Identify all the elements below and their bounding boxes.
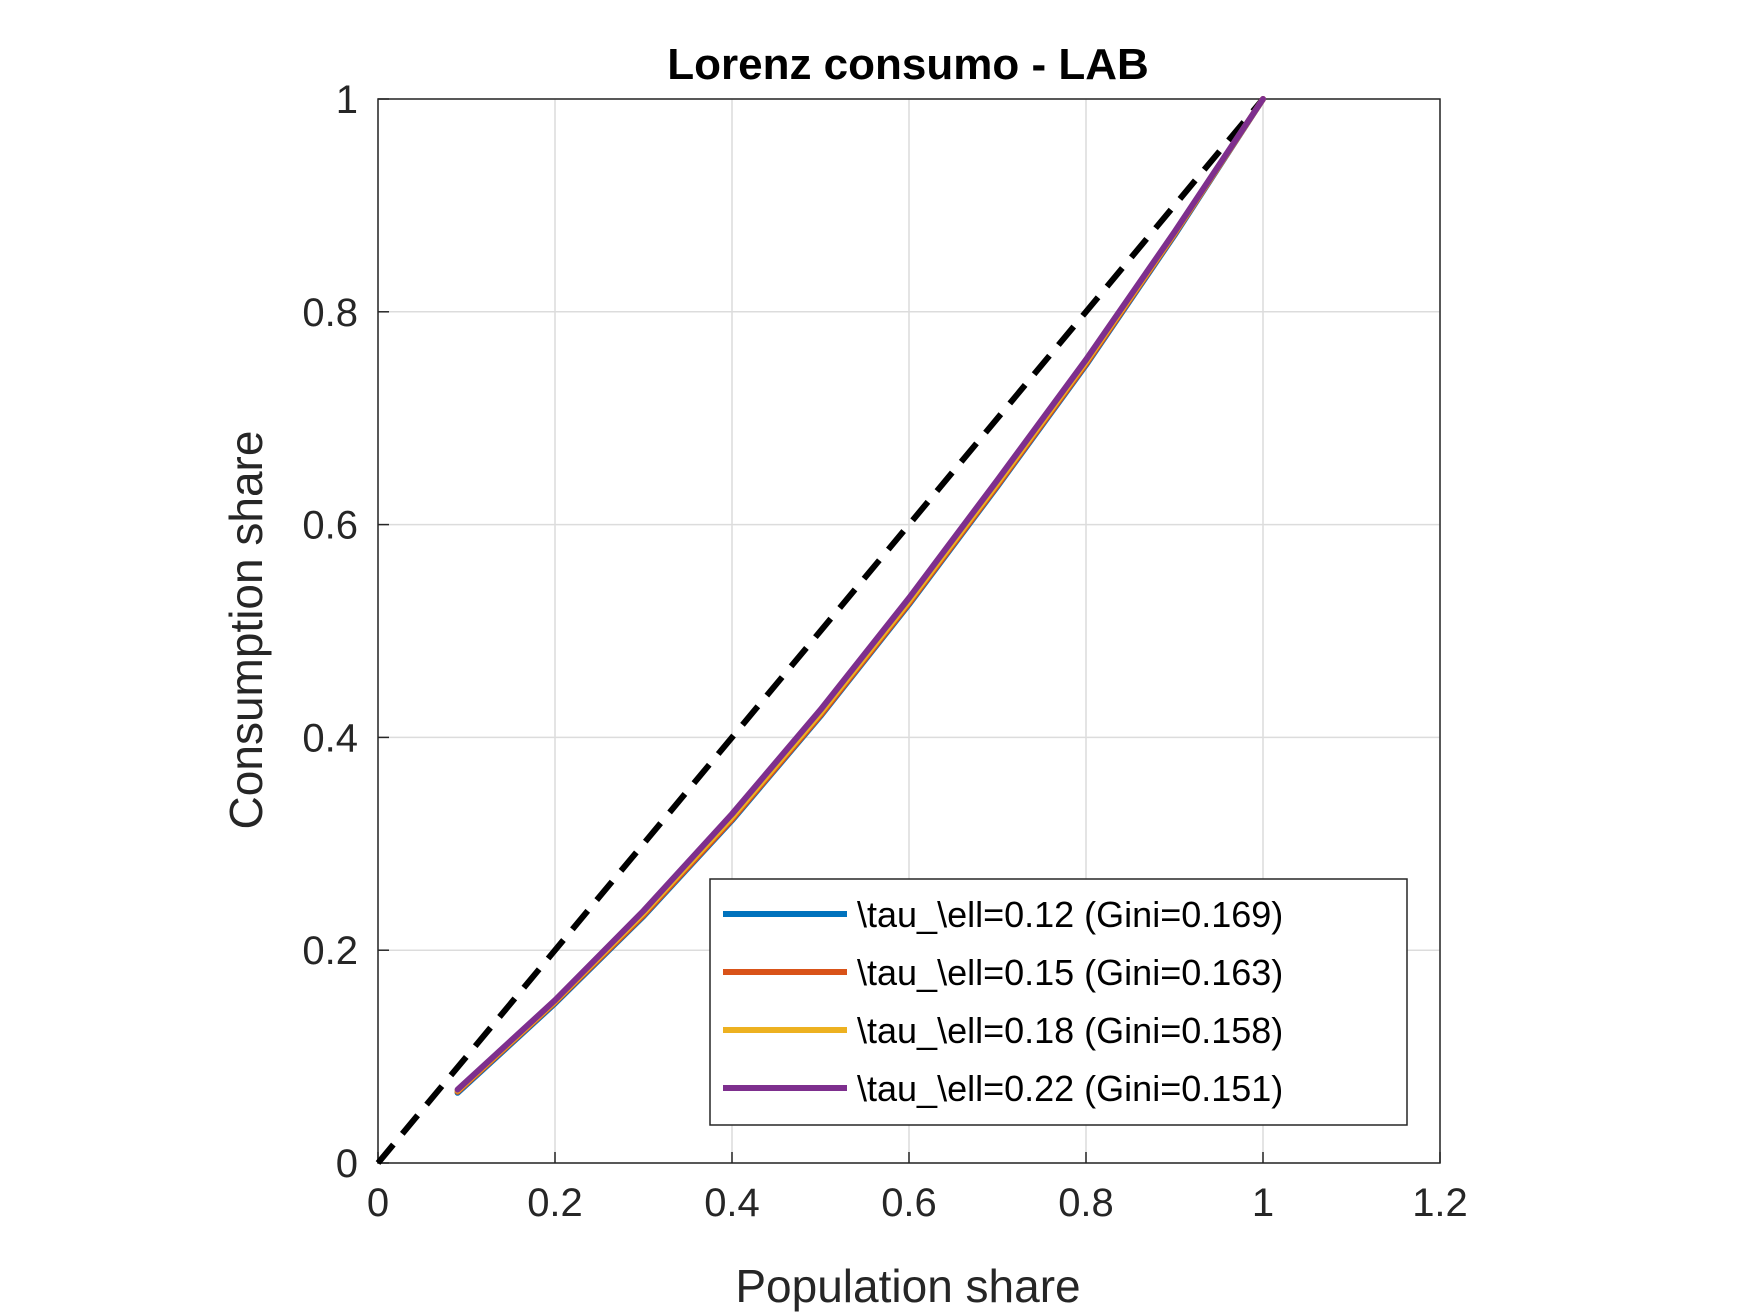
x-tick-label: 0.2 (527, 1181, 583, 1225)
y-tick-label: 0 (336, 1142, 358, 1186)
x-tick-label: 1 (1252, 1181, 1274, 1225)
x-axis-label: Population share (735, 1260, 1080, 1312)
legend-label: \tau_\ell=0.22 (Gini=0.151) (857, 1068, 1283, 1109)
y-tick-label: 1 (336, 78, 358, 122)
legend-box (709, 878, 1408, 1126)
x-tick-label: 0 (367, 1181, 389, 1225)
y-tick-label: 0.4 (302, 716, 358, 760)
x-tick-label: 0.4 (704, 1181, 760, 1225)
x-tick-label: 0.8 (1058, 1181, 1114, 1225)
plot-lines (375, 96, 1266, 1165)
y-tick-label: 0.2 (302, 929, 358, 973)
equality-line (375, 97, 1266, 1165)
y-tick-label: 0.8 (302, 291, 358, 335)
y-tick-label: 0.6 (302, 504, 358, 548)
y-axis-label: Consumption share (220, 431, 272, 830)
series-line-4 (454, 96, 1266, 1093)
legend: \tau_\ell=0.12 (Gini=0.169) \tau_\ell=0.1… (709, 878, 1408, 1126)
x-tick-label: 0.6 (881, 1181, 937, 1225)
legend-label: \tau_\ell=0.12 (Gini=0.169) (857, 894, 1283, 935)
legend-label: \tau_\ell=0.15 (Gini=0.163) (857, 952, 1283, 993)
axis-ticks: 0 0.2 0.4 0.6 0.8 1 1.2 0 0.2 0.4 0.6 0.8 1 (302, 78, 1467, 1225)
x-tick-label: 1.2 (1412, 1181, 1468, 1225)
chart-title: Lorenz consumo - LAB (667, 40, 1149, 89)
legend-label: \tau_\ell=0.18 (Gini=0.158) (857, 1010, 1283, 1051)
